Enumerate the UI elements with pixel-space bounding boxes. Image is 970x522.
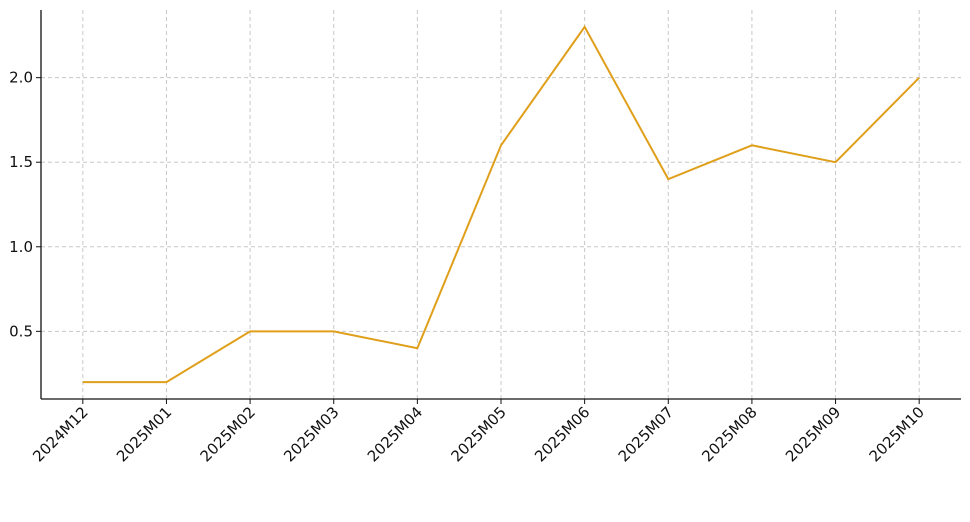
x-tick-label: 2024M12: [29, 403, 91, 465]
y-tick-label: 0.5: [9, 322, 33, 340]
x-tick-label: 2025M06: [531, 403, 593, 465]
y-tick-label: 1.0: [9, 238, 33, 256]
x-tick-label: 2025M01: [113, 403, 175, 465]
x-tick-label: 2025M03: [280, 403, 342, 465]
x-tick-label: 2025M04: [364, 403, 426, 465]
series-line: [82, 25, 920, 384]
x-tick-label: 2025M07: [615, 403, 677, 465]
x-tick-label: 2025M09: [782, 403, 844, 465]
x-tick-label: 2025M08: [698, 403, 760, 465]
y-tick-label: 1.5: [9, 153, 33, 171]
x-tick-label: 2025M05: [447, 403, 509, 465]
y-tick-label: 2.0: [9, 69, 33, 87]
x-tick-label: 2025M10: [866, 403, 928, 465]
x-tick-label: 2025M02: [197, 403, 259, 465]
